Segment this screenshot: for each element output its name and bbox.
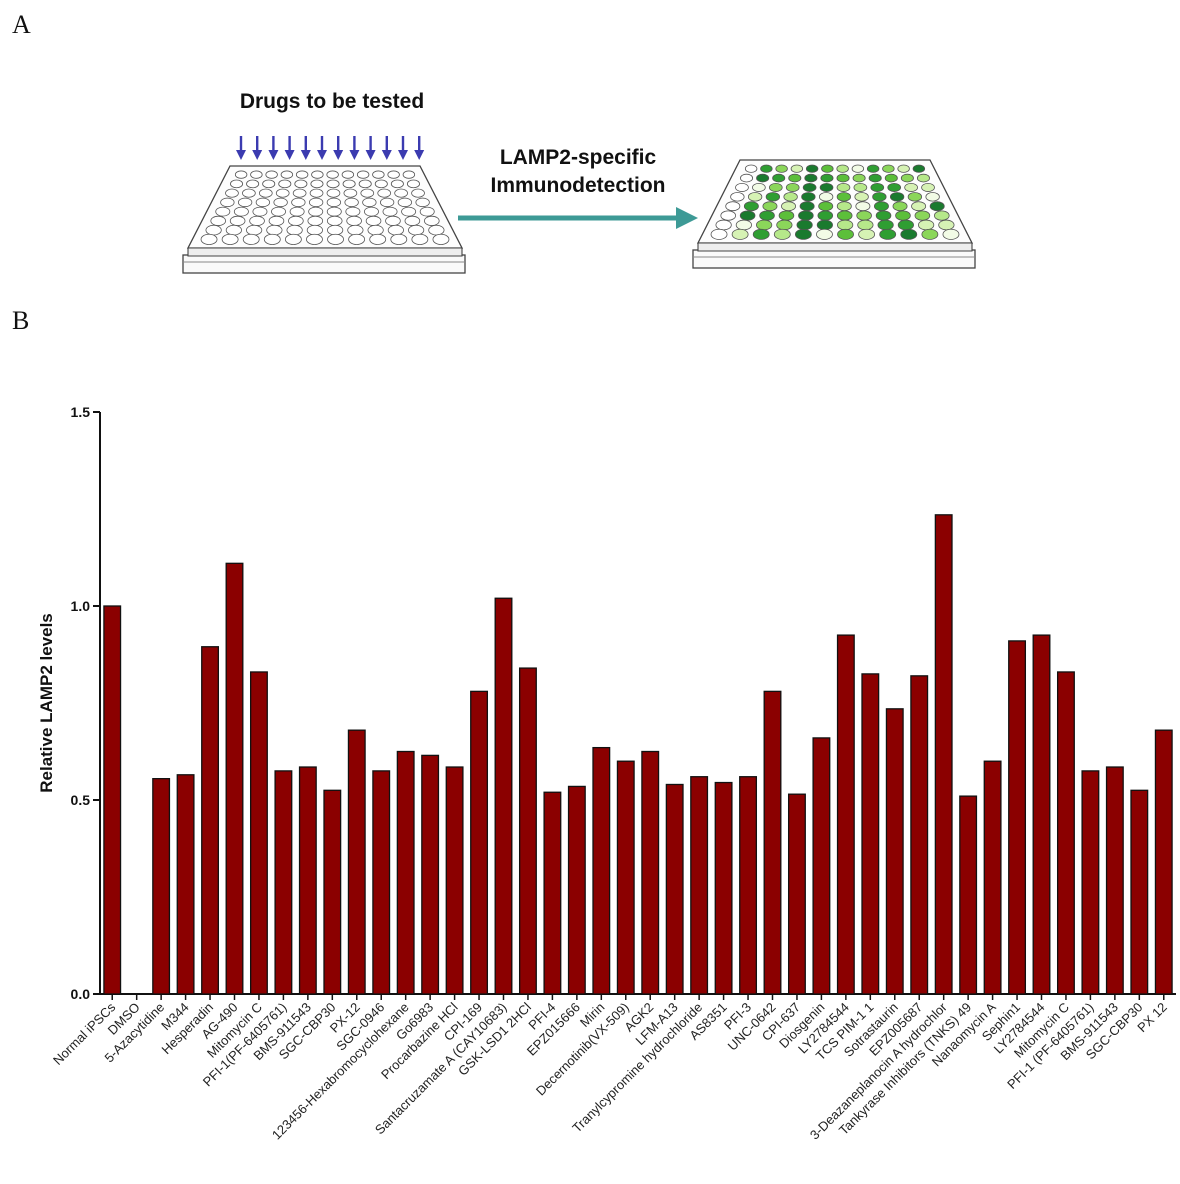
bar bbox=[249, 671, 268, 995]
bar bbox=[152, 778, 171, 995]
well-plate-untreated-icon bbox=[182, 165, 466, 274]
bar bbox=[641, 750, 660, 995]
bar bbox=[885, 708, 904, 995]
y-tick-label: 1.0 bbox=[71, 598, 91, 614]
bar bbox=[910, 675, 929, 995]
bar bbox=[396, 750, 415, 995]
bar bbox=[1032, 634, 1051, 995]
y-tick-label: 0.5 bbox=[71, 792, 91, 808]
bar bbox=[1056, 671, 1075, 995]
panel-label-b: B bbox=[12, 306, 30, 335]
lamp2-bar-chart: 0.0 0.5 1.0 1.5 Normal iPSCsDMSO5-Azacytidi… bbox=[37, 404, 1176, 1142]
bar bbox=[812, 737, 831, 995]
bar bbox=[787, 793, 806, 995]
bar bbox=[1081, 770, 1100, 995]
bar bbox=[567, 785, 586, 995]
bar bbox=[836, 634, 855, 995]
bar bbox=[1154, 729, 1173, 995]
bar bbox=[225, 562, 244, 995]
bar bbox=[372, 770, 391, 995]
step-label-line1: LAMP2-specific bbox=[500, 146, 657, 169]
panel-label-a: A bbox=[12, 10, 31, 39]
bar bbox=[421, 754, 440, 995]
process-arrow-icon bbox=[458, 207, 698, 229]
y-axis-label: Relative LAMP2 levels bbox=[37, 613, 56, 793]
bars bbox=[103, 514, 1173, 995]
bar bbox=[1105, 766, 1124, 995]
well-plate-stained-icon bbox=[692, 159, 976, 269]
bar bbox=[934, 514, 953, 995]
bar bbox=[616, 760, 635, 995]
bar bbox=[470, 690, 489, 995]
bar bbox=[494, 597, 513, 995]
bar bbox=[445, 766, 464, 995]
bar bbox=[543, 791, 562, 995]
y-tick-label: 1.5 bbox=[71, 404, 91, 420]
x-tick-labels: Normal iPSCsDMSO5-AzacytidineM344Hespera… bbox=[50, 994, 1170, 1142]
step-label-line2: Immunodetection bbox=[490, 174, 665, 197]
bar bbox=[274, 770, 293, 995]
drug-arrows-icon bbox=[236, 136, 425, 160]
drugs-label: Drugs to be tested bbox=[240, 90, 424, 113]
bar bbox=[103, 605, 122, 995]
bar bbox=[714, 781, 733, 995]
y-tick-label: 0.0 bbox=[71, 986, 91, 1002]
bar bbox=[739, 776, 758, 995]
bar bbox=[983, 760, 1002, 995]
bar bbox=[1008, 640, 1027, 995]
bar bbox=[861, 673, 880, 995]
screening-schematic: Drugs to be tested LAMP2-specific Immuno… bbox=[182, 90, 976, 274]
bar bbox=[518, 667, 537, 995]
bar bbox=[665, 783, 684, 995]
bar bbox=[323, 789, 342, 995]
bar bbox=[201, 646, 220, 995]
bar bbox=[763, 690, 782, 995]
bar bbox=[592, 746, 611, 995]
bar bbox=[690, 776, 709, 995]
bar bbox=[1130, 789, 1149, 995]
bar bbox=[298, 766, 317, 995]
bar bbox=[347, 729, 366, 995]
bar bbox=[176, 774, 195, 995]
bar bbox=[959, 795, 978, 995]
